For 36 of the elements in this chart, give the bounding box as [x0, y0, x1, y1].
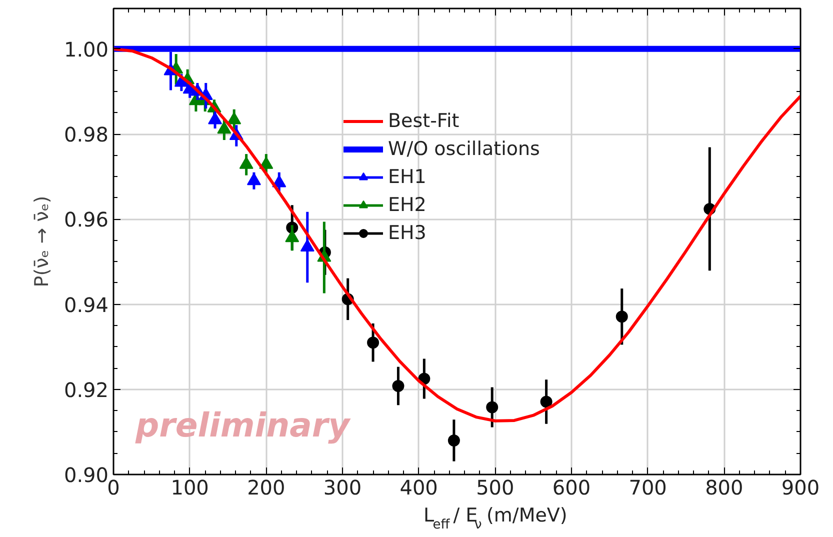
annotation: preliminary: [134, 406, 352, 444]
x-tick-label: 100: [170, 476, 209, 500]
x-tick-label: 400: [400, 476, 438, 500]
legend-label: EH1: [388, 166, 426, 188]
point: [227, 112, 242, 124]
y-tick-label: 1.00: [64, 37, 108, 62]
x-tick-label: 200: [247, 476, 286, 500]
point: [208, 112, 222, 124]
x-tick-label: 500: [476, 476, 514, 500]
x-tick-label: 600: [552, 476, 591, 500]
y-tick-label: 0.96: [64, 208, 108, 232]
legend-label: Best-Fit: [388, 110, 460, 132]
x-tick-label: 900: [781, 476, 820, 500]
x-tick-label: 0: [107, 476, 120, 500]
x-tick-label: 700: [628, 476, 667, 500]
point: [217, 121, 232, 134]
point: [285, 230, 300, 242]
x-tick-label: 300: [323, 476, 362, 500]
point: [239, 156, 254, 169]
legend-label: EH3: [388, 222, 426, 244]
y-axis-title: P(ν̄ₑ → ν̄ₑ): [30, 196, 53, 288]
point: [392, 380, 404, 392]
x-tick-label: 800: [705, 476, 744, 500]
legend-label: W/O oscillations: [388, 138, 540, 160]
point: [448, 434, 460, 446]
y-tick-label: 0.92: [64, 378, 108, 402]
point: [246, 172, 261, 186]
point: [367, 336, 380, 349]
point: [616, 310, 628, 323]
point: [540, 396, 552, 408]
y-tick-label: 0.94: [64, 292, 108, 317]
point: [300, 239, 314, 252]
y-tick-label: 0.98: [64, 122, 108, 147]
point: [486, 401, 498, 414]
y-tick-label: 0.90: [64, 463, 108, 487]
legend-label: EH2: [388, 194, 426, 216]
